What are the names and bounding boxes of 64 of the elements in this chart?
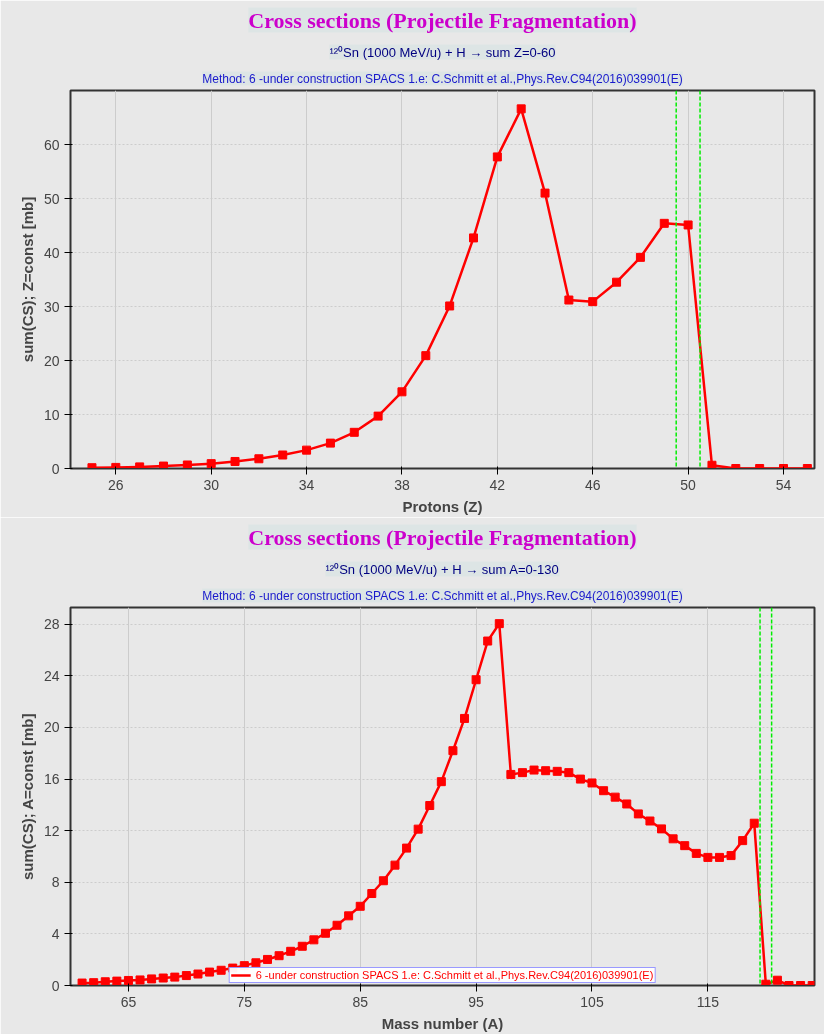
- y-tick-label: 30: [43, 298, 60, 315]
- point: [540, 188, 550, 198]
- y-tick-label: 0: [51, 977, 60, 994]
- y-tick-label: 24: [43, 667, 60, 684]
- point: [206, 459, 216, 469]
- x-tick-label: 46: [584, 476, 601, 493]
- y-tick-label: 4: [51, 925, 60, 942]
- y-tick-label: 20: [43, 352, 60, 369]
- x-tick-label: 115: [696, 993, 720, 1010]
- point: [469, 233, 478, 243]
- y-axis-title: sum(CS); Z=const [mb]: [18, 196, 36, 363]
- point: [445, 301, 455, 311]
- point: [278, 450, 288, 460]
- point: [421, 351, 431, 361]
- x-axis-title: Mass number (A): [381, 1014, 504, 1032]
- y-tick-label: 12: [43, 822, 60, 839]
- point: [707, 460, 717, 469]
- y-tick-label: 8: [51, 874, 60, 891]
- y-tick-label: 40: [43, 244, 60, 261]
- point: [492, 152, 502, 162]
- x-tick-label: 65: [120, 993, 137, 1010]
- x-tick-label: 42: [489, 476, 506, 493]
- chart-title: Cross sections (Projectile Fragmentation): [248, 7, 637, 33]
- point: [182, 460, 192, 469]
- y-tick-label: 60: [43, 136, 60, 153]
- point: [254, 454, 264, 464]
- point: [325, 438, 335, 448]
- point: [612, 277, 622, 287]
- text: Method: 6 -under construction SPACS 1.e: C.Schmitt et al.,Phys.Rev.C94(2016)039901(E): [202, 588, 683, 603]
- x-tick-label: 85: [352, 993, 369, 1010]
- chart-subtitle: ¹²⁰Sn (1000 MeV/u) + H → sum A=0-130: [325, 561, 559, 577]
- y-tick-label: 0: [51, 460, 60, 477]
- x-tick-label: 34: [298, 476, 315, 493]
- x-axis-title: Protons (Z): [402, 497, 483, 515]
- y-tick-label: 16: [43, 771, 60, 788]
- point: [397, 387, 407, 397]
- chart-title: Cross sections (Projectile Fragmentation): [248, 524, 637, 550]
- y-tick-label: 20: [43, 719, 60, 736]
- point: [373, 411, 383, 421]
- point: [349, 427, 359, 437]
- x-tick-label: 50: [680, 476, 697, 493]
- x-tick-label: 75: [236, 993, 253, 1010]
- point: [516, 104, 526, 114]
- y-axis-title: sum(CS); A=const [mb]: [18, 713, 36, 881]
- point: [659, 218, 669, 228]
- point: [302, 445, 312, 455]
- x-tick-label: 105: [580, 993, 604, 1010]
- x-tick-label: 30: [203, 476, 220, 493]
- point: [635, 252, 645, 262]
- x-tick-label: 38: [394, 476, 410, 493]
- point: [230, 456, 240, 466]
- point: [588, 297, 598, 307]
- y-tick-label: 50: [43, 190, 60, 207]
- chart-subtitle: ¹²⁰Sn (1000 MeV/u) + H → sum Z=0-60: [329, 44, 556, 60]
- y-tick-label: 28: [43, 616, 60, 633]
- point: [683, 220, 693, 230]
- legend-label: 6 -under construction SPACS 1.e: C.Schmitt et al.,Phys.Rev.C94(2016)039901(E): [255, 969, 654, 981]
- x-tick-label: 54: [775, 476, 792, 493]
- point: [564, 295, 574, 305]
- x-tick-label: 95: [468, 993, 485, 1010]
- x-tick-label: 26: [108, 476, 124, 493]
- y-tick-label: 10: [43, 406, 60, 423]
- text: Method: 6 -under construction SPACS 1.e: C.Schmitt et al.,Phys.Rev.C94(2016)039901(E): [202, 71, 683, 86]
- point: [159, 461, 168, 469]
